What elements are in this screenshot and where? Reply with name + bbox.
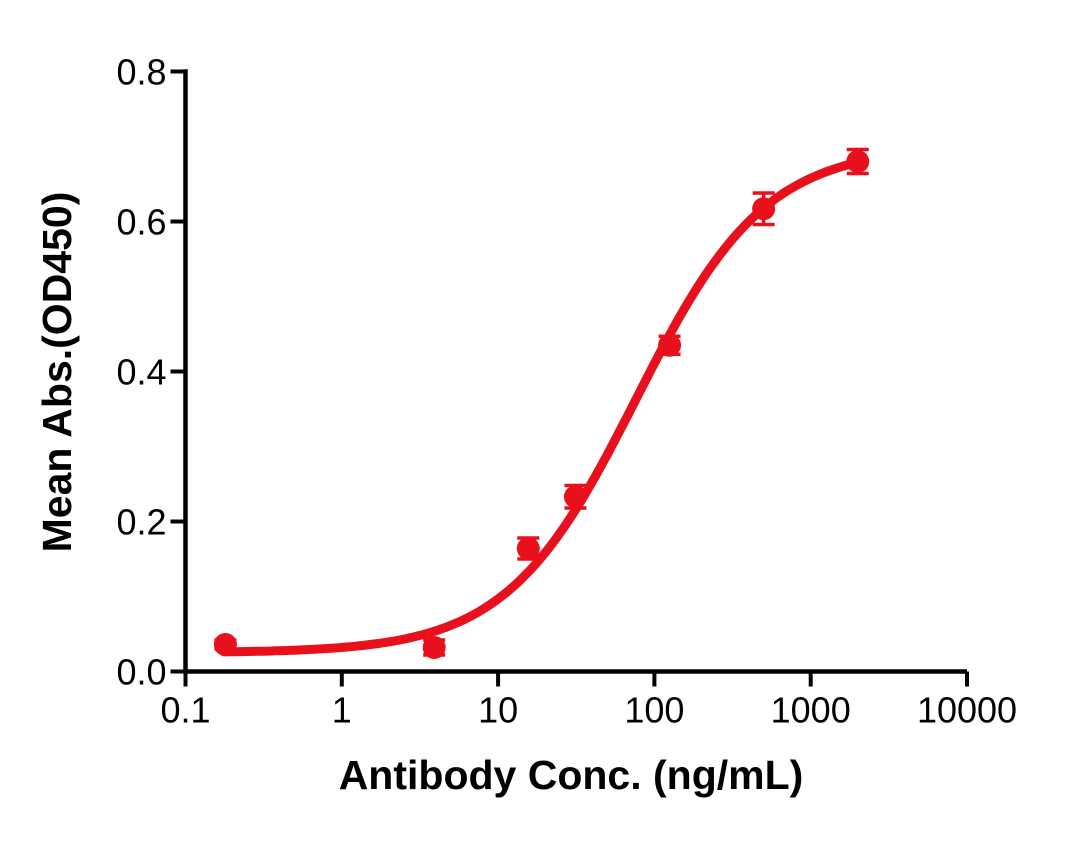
data-point xyxy=(213,633,237,656)
x-tick-label: 1000 xyxy=(771,690,851,731)
y-tick-label: 0.0 xyxy=(116,652,166,693)
x-tick-label: 0.1 xyxy=(160,690,210,731)
x-tick-label: 100 xyxy=(624,690,684,731)
x-tick-label: 10 xyxy=(478,690,518,731)
x-tick-label: 10000 xyxy=(917,690,1017,731)
y-tick-label: 0.4 xyxy=(116,352,166,393)
y-axis-title: Mean Abs.(OD450) xyxy=(34,192,80,553)
y-tick-label: 0.8 xyxy=(116,52,166,93)
data-point xyxy=(846,150,870,173)
data-point xyxy=(563,485,587,509)
data-point xyxy=(516,537,540,560)
x-axis-title: Antibody Conc. (ng/mL) xyxy=(339,752,804,798)
y-tick-label: 0.2 xyxy=(116,502,166,543)
data-point xyxy=(752,197,776,221)
x-tick-label: 1 xyxy=(332,690,352,731)
data-point xyxy=(422,636,446,659)
y-tick-label: 0.6 xyxy=(116,202,166,243)
data-point xyxy=(658,333,682,357)
fit-curve xyxy=(219,157,862,657)
